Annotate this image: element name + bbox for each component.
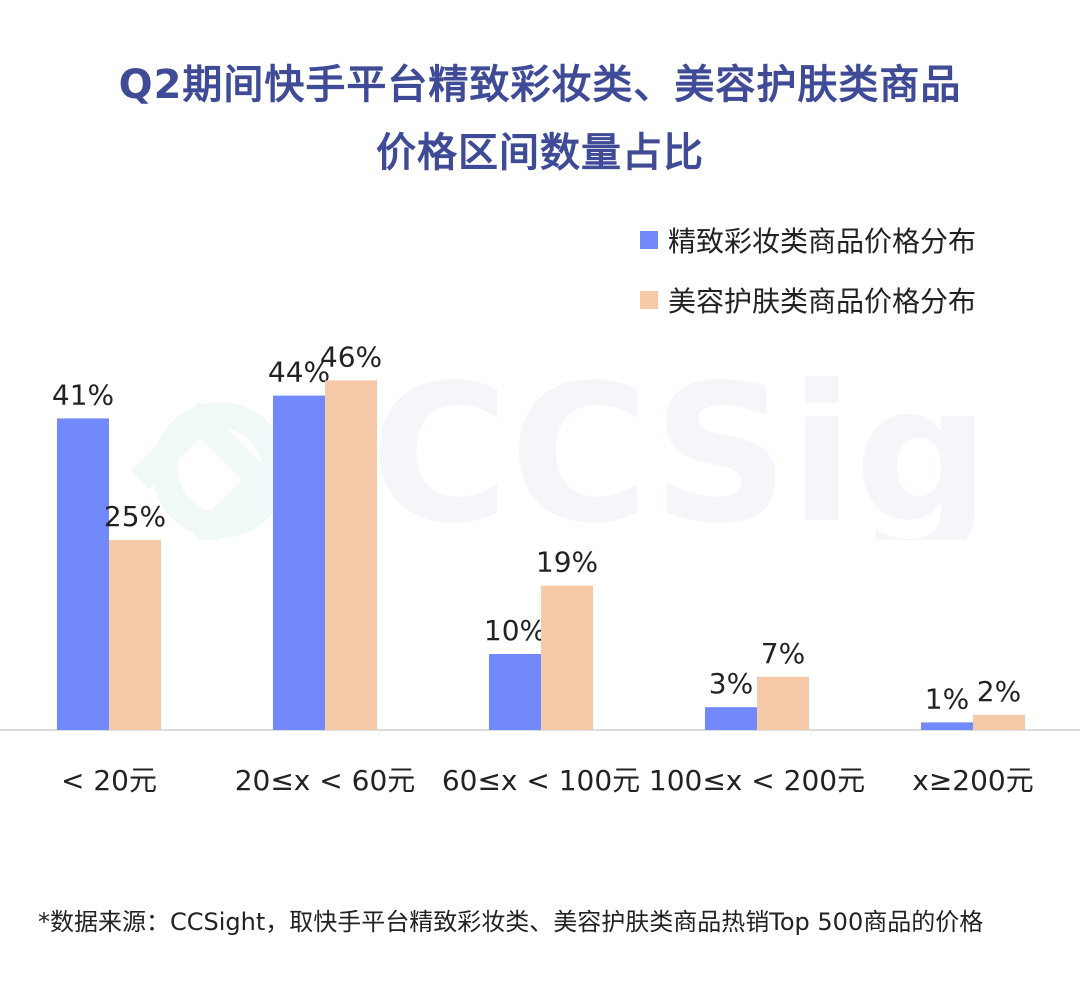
bar-series1-cat0 (109, 540, 161, 730)
bar-series1-cat2 (541, 585, 593, 730)
data-label-series0-cat0: 41% (52, 378, 114, 411)
bar-series0-cat3 (705, 707, 757, 730)
legend-swatch-skincare (640, 291, 658, 309)
category-label-3: 100≤x < 200元 (649, 764, 865, 797)
legend-item-skincare: 美容护肤类商品价格分布 (640, 270, 976, 330)
data-label-series0-cat3: 3% (709, 667, 753, 700)
data-label-series0-cat2: 10% (484, 614, 546, 647)
legend-item-makeup: 精致彩妆类商品价格分布 (640, 210, 976, 270)
data-label-series1-cat4: 2% (977, 675, 1021, 708)
category-label-2: 60≤x < 100元 (442, 764, 640, 797)
data-label-series1-cat2: 19% (536, 546, 598, 579)
category-label-4: x≥200元 (912, 764, 1033, 797)
chart-title-line2: 价格区间数量占比 (376, 130, 704, 176)
legend: 精致彩妆类商品价格分布 美容护肤类商品价格分布 (640, 210, 976, 330)
legend-swatch-makeup (640, 231, 658, 249)
bar-series0-cat4 (921, 722, 973, 730)
footnote-source: *数据来源：CCSight，取快手平台精致彩妆类、美容护肤类商品热销Top 50… (38, 908, 984, 936)
data-label-series0-cat4: 1% (925, 682, 969, 715)
bar-chart: 41% 25% < 20元 44%46% 20≤x < 60元 10% 19% 60≤x < … (0, 340, 1080, 797)
data-label-series1-cat3: 7% (761, 637, 805, 670)
category-label-1: 20≤x < 60元 (235, 764, 416, 797)
legend-label-makeup: 精致彩妆类商品价格分布 (668, 225, 977, 258)
bar-series0-cat0 (57, 418, 109, 730)
bar-series1-cat4 (973, 714, 1025, 730)
chart-title-line1: Q2期间快手平台精致彩妆类、美容护肤类商品 (118, 62, 962, 108)
bar-series0-cat2 (489, 654, 541, 730)
bar-series0-cat1 (273, 395, 325, 730)
bar-series1-cat3 (757, 676, 809, 730)
legend-label-skincare: 美容护肤类商品价格分布 (668, 285, 977, 318)
data-label-series1-cat1: 46% (320, 340, 382, 373)
data-label-series1-cat0: 25% (104, 500, 166, 533)
category-label-0: < 20元 (61, 764, 157, 797)
data-label-series0-cat1: 44% (268, 356, 330, 389)
bar-series1-cat1 (325, 380, 377, 730)
